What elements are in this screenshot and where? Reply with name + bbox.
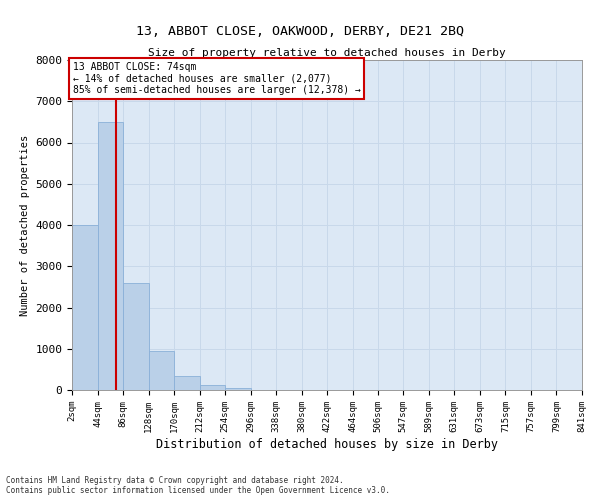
- Bar: [200, 385, 225, 390]
- Bar: [174, 376, 200, 390]
- Text: 13, ABBOT CLOSE, OAKWOOD, DERBY, DE21 2BQ: 13, ABBOT CLOSE, OAKWOOD, DERBY, DE21 2B…: [136, 25, 464, 38]
- Text: Contains HM Land Registry data © Crown copyright and database right 2024.
Contai: Contains HM Land Registry data © Crown c…: [6, 476, 390, 495]
- Title: Size of property relative to detached houses in Derby: Size of property relative to detached ho…: [148, 48, 506, 58]
- Text: 13 ABBOT CLOSE: 74sqm
← 14% of detached houses are smaller (2,077)
85% of semi-d: 13 ABBOT CLOSE: 74sqm ← 14% of detached …: [73, 62, 361, 96]
- X-axis label: Distribution of detached houses by size in Derby: Distribution of detached houses by size …: [156, 438, 498, 450]
- Bar: [149, 351, 174, 390]
- Bar: [123, 283, 149, 390]
- Bar: [72, 225, 98, 390]
- Bar: [98, 122, 123, 390]
- Bar: [225, 388, 251, 390]
- Y-axis label: Number of detached properties: Number of detached properties: [20, 134, 30, 316]
